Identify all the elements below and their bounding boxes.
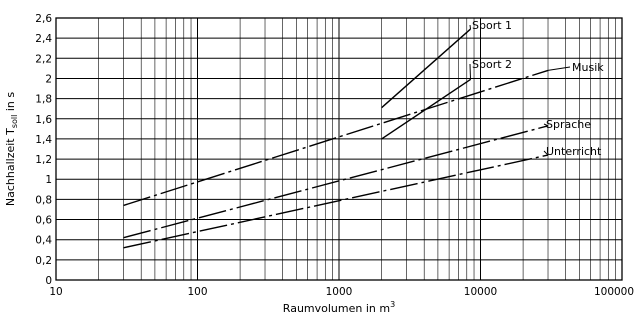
series-labels: Sport 1 Sport 2 Musik Sprache Unterricht <box>469 19 604 158</box>
x-tick-label: 100 <box>187 286 207 298</box>
series-line-musik <box>123 69 549 207</box>
series-line-unterricht <box>123 154 549 249</box>
y-tick-label: 2 <box>45 73 52 85</box>
label-leader-line <box>543 123 549 127</box>
series-label-musik: Musik <box>572 61 604 74</box>
y-tick-label: 2,2 <box>35 53 52 65</box>
y-tick-label: 1,6 <box>35 114 52 126</box>
series-label-sport-2: Sport 2 <box>472 58 512 71</box>
label-leader-line <box>469 63 472 80</box>
label-leader-line <box>469 24 472 30</box>
tick-labels: 0 0,2 0,4 0,6 0,8 1 1,2 1,4 1,6 1,8 2 2,2 2,4 2,6 10 10… <box>35 13 634 298</box>
y-tick-label: 0,6 <box>35 215 52 227</box>
y-tick-label: 2,4 <box>35 33 52 45</box>
y-tick-label: 2,6 <box>35 13 52 25</box>
x-tick-label: 1000 <box>326 286 353 298</box>
y-tick-label: 0,8 <box>35 194 52 206</box>
x-tick-label: 10000 <box>464 286 497 298</box>
y-tick-label: 0,2 <box>35 255 52 267</box>
series-line-sprache <box>123 125 549 239</box>
series-label-sport-1: Sport 1 <box>472 19 512 32</box>
series-line-sport-1 <box>381 28 471 109</box>
series-lines <box>123 28 549 249</box>
x-tick-label: 100000 <box>594 286 634 298</box>
label-leader-line <box>543 150 549 156</box>
y-tick-label: 0,4 <box>35 235 52 247</box>
grid <box>56 18 622 280</box>
label-leader-line <box>547 66 571 71</box>
x-tick-label: 10 <box>49 286 62 298</box>
y-tick-label: 1,8 <box>35 94 52 106</box>
x-axis-label: Raumvolumen in m3 <box>283 300 395 315</box>
y-tick-label: 1,4 <box>35 134 52 146</box>
y-tick-label: 1 <box>45 174 52 186</box>
series-label-unterricht: Unterricht <box>546 145 602 158</box>
y-tick-label: 0 <box>45 275 52 287</box>
y-axis-label: Nachhallzeit Tsoll in s <box>4 92 19 206</box>
y-tick-label: 1,2 <box>35 154 52 166</box>
plot-frame <box>55 17 623 281</box>
series-label-sprache: Sprache <box>546 118 591 131</box>
